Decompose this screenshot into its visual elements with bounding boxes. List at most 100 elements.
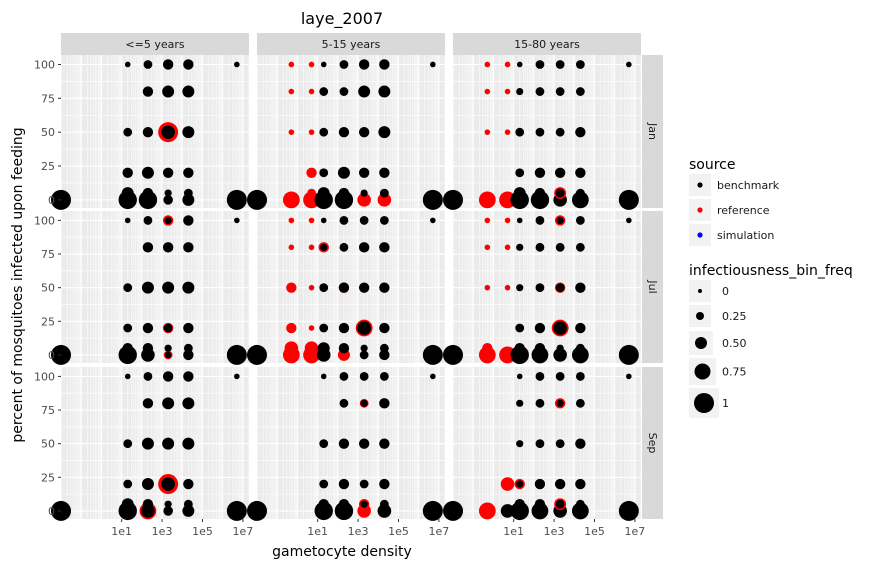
data-point-benchmark [575,398,585,408]
x-tick-label: 1e5 [584,525,605,538]
data-point-benchmark [571,191,589,209]
data-point-benchmark [142,86,154,97]
legend-size-label: 0.50 [722,337,747,350]
data-point-benchmark [142,126,154,138]
data-point-benchmark [535,439,545,449]
data-point-benchmark [123,323,133,333]
data-point-benchmark [163,323,173,333]
data-point-benchmark [443,189,463,210]
data-point-benchmark [359,216,369,225]
data-point-reference [307,188,316,198]
data-point-benchmark [338,282,350,293]
data-point-benchmark [535,372,545,381]
data-point-benchmark [516,399,524,407]
data-point-benchmark [379,438,390,449]
panels-layer: <=5 years 5-15 years 15-80 years Jan Jul Sep 0… [34,33,663,538]
data-point-benchmark [358,167,370,178]
data-point-benchmark [379,322,390,334]
data-point-benchmark [379,242,390,253]
data-point-benchmark [318,499,329,510]
data-point-benchmark [182,85,195,98]
panel-background [453,55,641,208]
panel-background [257,367,445,519]
data-point-benchmark [317,342,330,355]
data-point-benchmark [379,398,390,409]
data-point-benchmark [162,59,174,70]
data-point-reference [500,477,515,491]
data-point-reference [304,341,319,356]
data-point-benchmark [338,438,350,449]
data-point-reference [484,284,491,291]
data-point-benchmark [317,187,330,200]
data-point-benchmark [164,351,172,359]
data-point-benchmark [575,322,586,334]
facet-strip-column-label: 15-80 years [514,38,580,51]
x-tick-label: 1e5 [388,525,409,538]
x-axis-label: gametocyte density [272,544,412,560]
data-point-benchmark [575,126,586,138]
data-point-benchmark [183,59,194,70]
data-point-benchmark [359,479,369,489]
data-point-benchmark [379,167,390,178]
data-point-reference [286,322,297,334]
data-point-benchmark [575,478,586,490]
data-point-benchmark [234,373,240,380]
data-point-benchmark [142,499,154,510]
data-point-benchmark [142,398,154,409]
data-point-benchmark [556,344,564,352]
data-point-benchmark [124,373,131,380]
facet-strip-column [453,33,641,55]
data-point-benchmark [430,217,436,224]
data-point-reference [504,61,511,68]
data-point-reference [504,244,511,251]
data-point-benchmark [516,440,524,448]
data-point-benchmark [360,399,368,407]
panel-background [61,211,249,363]
data-point-benchmark [515,127,525,137]
data-point-benchmark [555,283,565,293]
data-point-benchmark [358,242,370,253]
data-point-reference [504,217,511,224]
data-point-benchmark [143,372,153,381]
data-point-reference [482,343,493,354]
data-point-benchmark [339,398,349,408]
data-point-benchmark [121,187,134,200]
data-point-benchmark [183,167,194,178]
data-point-reference [484,129,491,135]
y-tick-label: 25 [41,471,55,484]
data-point-benchmark [183,343,193,353]
data-point-benchmark [513,187,526,200]
data-point-benchmark [575,499,585,509]
data-point-benchmark [515,323,525,333]
data-point-benchmark [339,216,349,225]
data-point-reference [504,129,511,135]
legend-source-label: benchmark [717,179,780,192]
x-tick-label: 1e1 [111,525,132,538]
data-point-benchmark [422,500,443,521]
panel-background [453,211,641,363]
data-point-benchmark [359,350,369,360]
facet-strip-row [642,55,663,208]
data-point-benchmark [339,60,349,69]
data-point-benchmark [575,188,585,198]
legend-size-marker [694,393,714,413]
data-point-benchmark [338,322,350,334]
y-tick-label: 50 [41,126,55,139]
data-point-benchmark [514,499,525,510]
legend-size-title: infectiousness_bin_freq [689,263,853,279]
data-point-benchmark [247,189,267,210]
y-tick-label: 100 [34,58,55,71]
data-point-benchmark [443,344,463,365]
data-point-benchmark [124,217,131,224]
data-point-benchmark [182,504,195,517]
data-point-benchmark [183,349,194,361]
legend: source infectiousness_bin_freq benchmark… [689,157,853,418]
data-point-reference [377,193,392,207]
facet-strip-row-label: Sep [646,433,659,454]
data-point-benchmark [618,500,639,521]
data-point-reference [478,191,496,209]
data-point-benchmark [360,189,368,197]
y-axis-label: percent of mosquitoes infected upon feed… [10,127,26,442]
data-point-benchmark [234,217,240,224]
facet-strip-column-label: 5-15 years [322,38,381,51]
